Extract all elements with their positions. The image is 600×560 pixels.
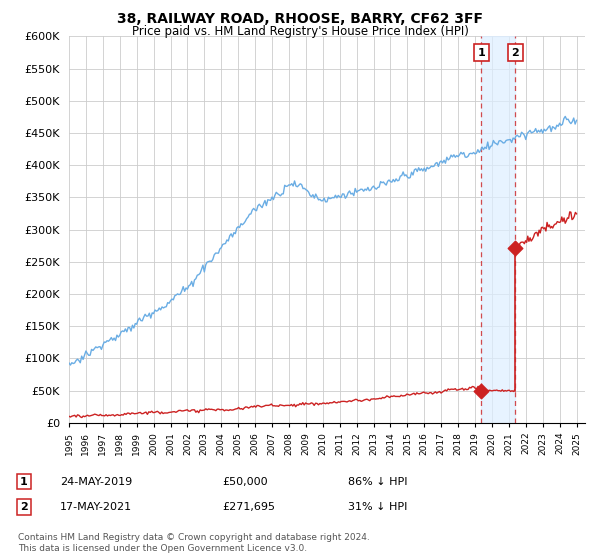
- Text: Price paid vs. HM Land Registry's House Price Index (HPI): Price paid vs. HM Land Registry's House …: [131, 25, 469, 38]
- Text: 86% ↓ HPI: 86% ↓ HPI: [348, 477, 407, 487]
- Text: 38, RAILWAY ROAD, RHOOSE, BARRY, CF62 3FF: 38, RAILWAY ROAD, RHOOSE, BARRY, CF62 3F…: [117, 12, 483, 26]
- Bar: [481, 36, 515, 423]
- Text: 24-MAY-2019: 24-MAY-2019: [60, 477, 132, 487]
- Text: £271,695: £271,695: [222, 502, 275, 512]
- Text: 2: 2: [511, 48, 519, 58]
- Text: 1: 1: [20, 477, 28, 487]
- Text: 1: 1: [478, 48, 485, 58]
- Point: [476, 386, 486, 395]
- Text: 17-MAY-2021: 17-MAY-2021: [60, 502, 132, 512]
- Text: £50,000: £50,000: [222, 477, 268, 487]
- Text: 31% ↓ HPI: 31% ↓ HPI: [348, 502, 407, 512]
- Text: 2: 2: [20, 502, 28, 512]
- Text: Contains HM Land Registry data © Crown copyright and database right 2024.
This d: Contains HM Land Registry data © Crown c…: [18, 533, 370, 553]
- Point: [511, 244, 520, 253]
